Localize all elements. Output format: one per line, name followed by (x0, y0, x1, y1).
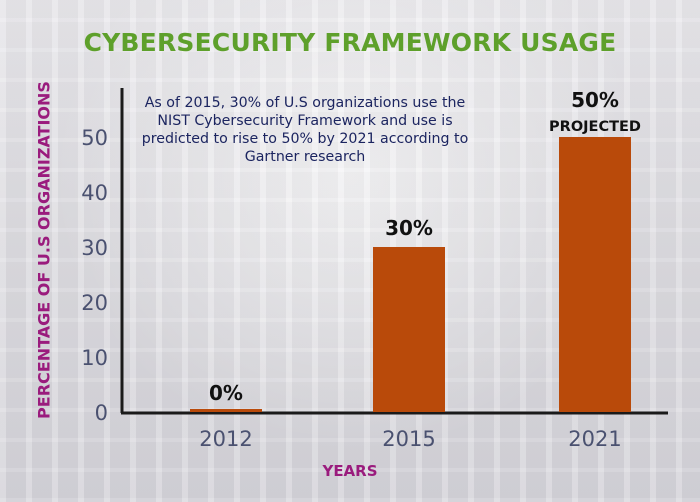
chart-title: CYBERSECURITY FRAMEWORK USAGE (83, 28, 617, 57)
y-tick-label: 20 (81, 291, 108, 315)
bar-2012 (190, 409, 262, 412)
chart-annotation: As of 2015, 30% of U.S organizations use… (141, 95, 469, 165)
y-tick-label: 30 (81, 236, 108, 260)
data-label: 50% (571, 88, 619, 112)
y-tick-label: 10 (81, 346, 108, 370)
bar-2015 (373, 247, 445, 412)
y-tick-label: 50 (81, 126, 108, 150)
data-label: 30% (385, 216, 433, 240)
y-tick-label: 0 (95, 401, 108, 425)
bar-sublabel: PROJECTED (549, 119, 641, 135)
x-tick-label: 2021 (568, 427, 621, 451)
data-label: 0% (209, 381, 243, 405)
x-axis-title: YEARS (322, 462, 378, 480)
bar-2021 (559, 137, 631, 412)
y-tick-label: 40 (81, 181, 108, 205)
x-tick-label: 2012 (199, 427, 252, 451)
x-tick-label: 2015 (382, 427, 435, 451)
